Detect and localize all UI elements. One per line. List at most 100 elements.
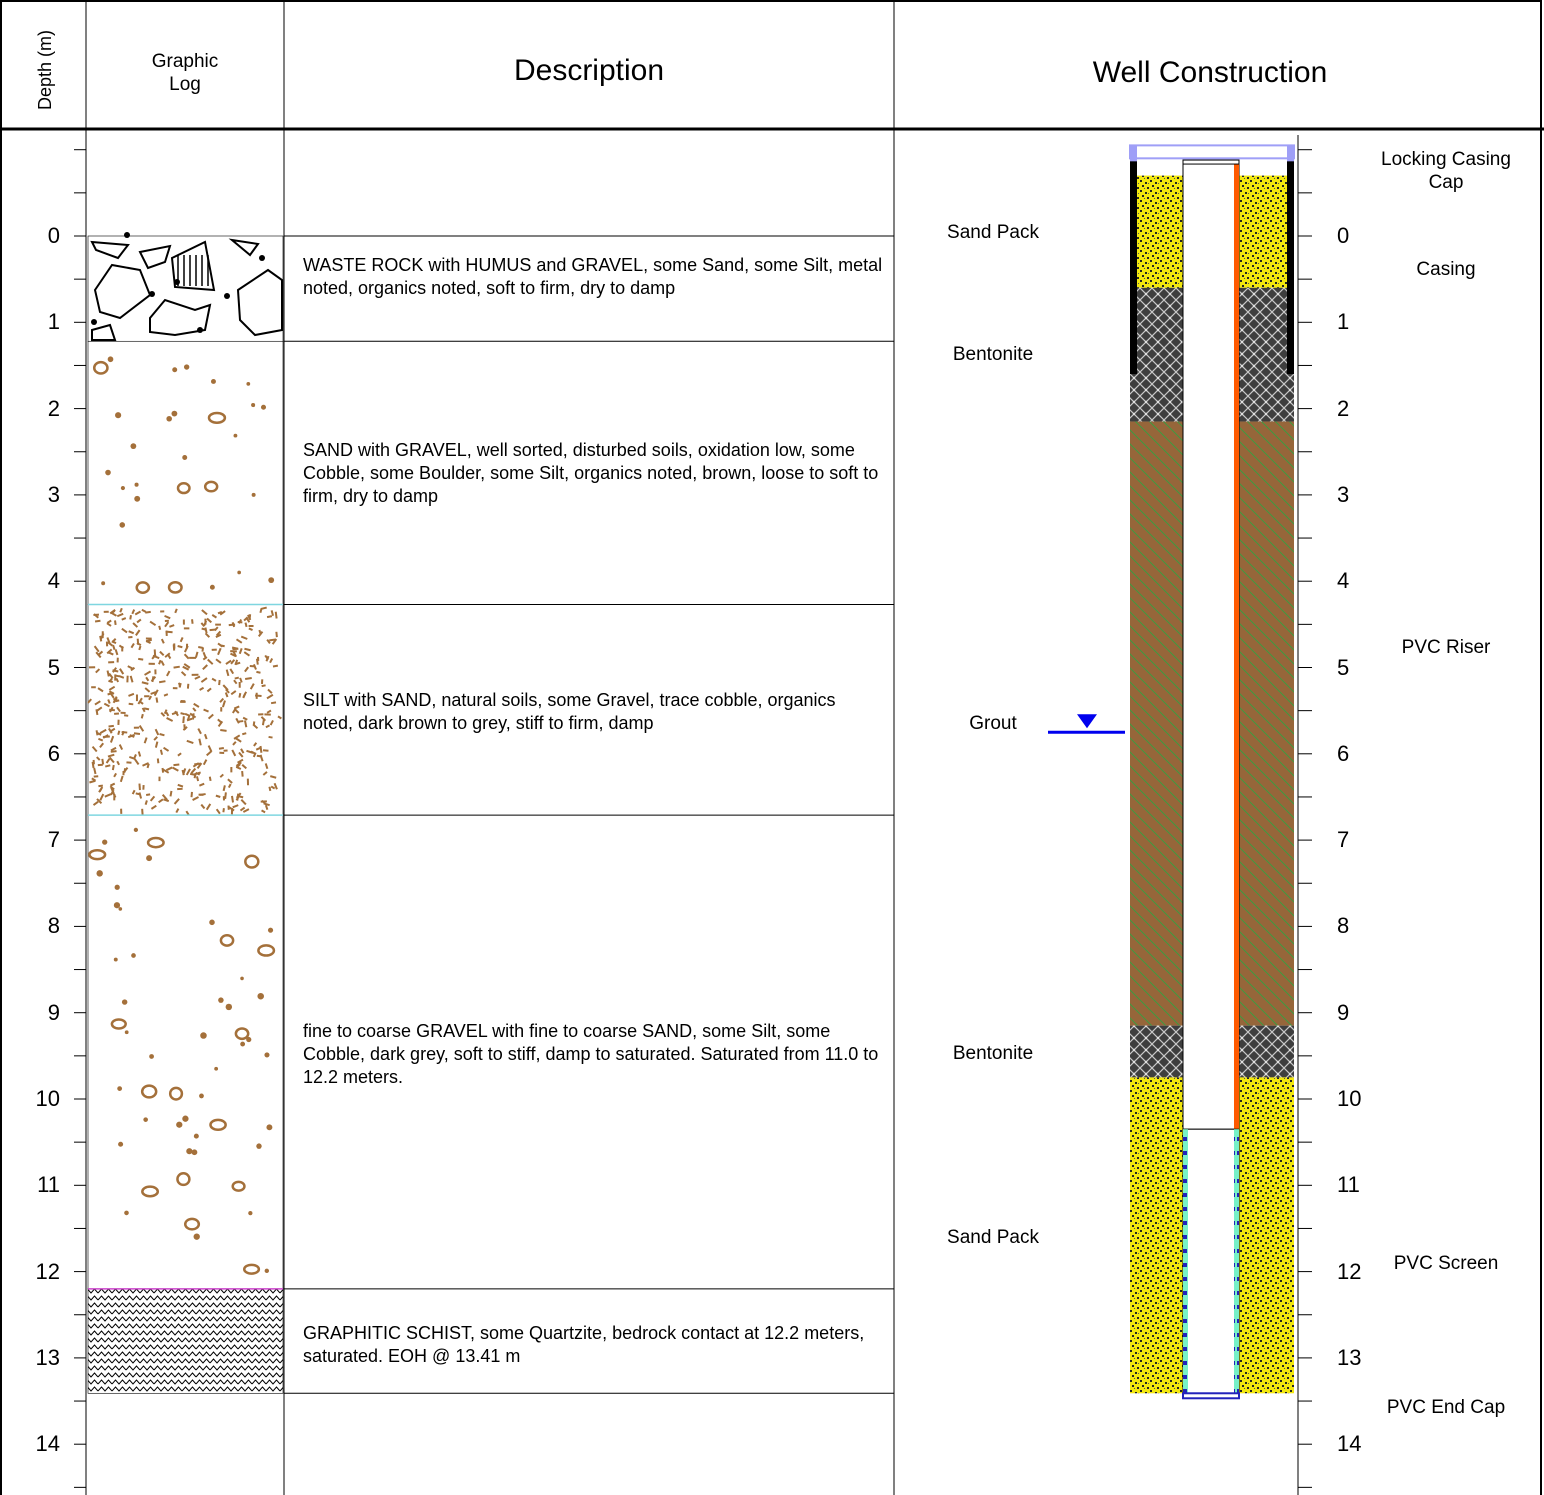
depth-label-right: 10 [1337,1086,1362,1111]
silt-dash [184,712,190,717]
silt-dash [108,677,113,683]
silt-dash [269,775,277,779]
silt-dash [101,631,104,639]
silt-dash [163,709,168,715]
silt-dash [261,809,266,814]
silt-dash [192,796,199,801]
silt-dash [235,792,242,799]
sand-dot [256,1143,262,1149]
annulus-bentonite [1130,1025,1294,1078]
label-locking-casing-cap: Locking Casing Cap [1381,149,1511,193]
depth-label-left: 2 [47,395,60,421]
pvc-riser-wall [1234,160,1239,1130]
rock-dot [224,293,230,299]
annulus-sand-pack [1130,175,1294,289]
silt-dash [149,795,156,802]
silt-dash [94,619,101,623]
silt-dash [136,618,142,624]
silt-dash [273,782,278,790]
silt-dash [200,803,206,810]
pvc-riser-bore [1182,159,1240,1130]
gravel-mark [231,1180,246,1192]
silt-dash [233,679,238,685]
silt-dash [148,662,155,665]
silt-dash [160,711,166,717]
silt-dash [182,768,187,776]
depth-label-right: 9 [1337,999,1350,1025]
silt-dash [219,773,224,778]
sand-dot [209,919,215,926]
depth-label-left: 3 [47,481,60,507]
silt-dash [104,764,111,768]
rock-fragment [90,240,130,260]
silt-dash [191,713,195,720]
rock-dot [91,319,97,325]
silt-dash [165,630,173,634]
depth-label-right: 7 [1337,827,1350,853]
silt-dash [144,687,151,693]
sand-dot [209,584,215,590]
silt-dash [217,720,224,728]
silt-dash [150,691,157,695]
silt-dash [209,628,217,632]
silt-dash [230,690,237,696]
silt-dash [238,681,241,688]
depth-label-right: 3 [1337,481,1350,507]
graphic-layer-sand-gravel [87,814,284,1290]
silt-dash [221,700,226,708]
silt-dash [153,689,159,697]
silt-dash [256,670,261,674]
silt-dash [262,749,269,752]
silt-dash [219,697,225,703]
silt-dash [201,647,205,652]
silt-dash [109,782,116,787]
annulus-left [1130,1025,1183,1078]
depth-label-left: 6 [47,740,60,766]
sand-dot [113,902,121,909]
label-bentonite-upper: Bentonite [952,344,1034,365]
silt-dash [115,677,120,683]
silt-dash [133,732,141,736]
silt-dash [112,644,116,651]
silt-dash [244,676,252,681]
sand-dot [101,581,106,586]
silt-dash [118,644,124,649]
silt-dash [99,635,103,642]
silt-dash [117,730,121,735]
silt-dash [129,614,132,620]
silt-dash [257,631,264,638]
label-sand-pack-lower: Sand Pack [947,1227,1039,1248]
depth-label-left: 1 [47,309,60,335]
silt-dash [185,643,189,649]
label-sand-pack-upper: Sand Pack [947,222,1039,243]
silt-dash [118,744,124,750]
description-header: Description [513,54,665,87]
silt-dash [183,627,190,630]
silt-dash [230,766,233,773]
silt-dash [163,693,169,697]
well-construction-header: Well Construction [1092,56,1328,89]
depth-header-label: Depth (m) [35,30,55,111]
silt-dash [239,677,243,683]
silt-dash [144,800,148,805]
sand-dot [214,1066,219,1071]
silt-dash [262,771,268,776]
silt-dash [230,650,237,653]
silt-dash [128,692,135,697]
silt-dash [198,646,203,649]
silt-dash [223,749,228,752]
silt-dash [178,682,182,688]
silt-dash [108,661,115,664]
silt-dash [183,663,191,669]
silt-dash [233,705,240,710]
silt-dash [138,783,141,791]
silt-dash [159,749,164,755]
silt-dash [215,633,222,638]
silt-dash [208,776,212,782]
sand-dot [102,839,108,845]
silt-dash [92,759,95,765]
sand-dot [131,953,136,958]
silt-dash [146,763,150,769]
silt-dash [230,807,234,815]
silt-dash [242,808,250,813]
